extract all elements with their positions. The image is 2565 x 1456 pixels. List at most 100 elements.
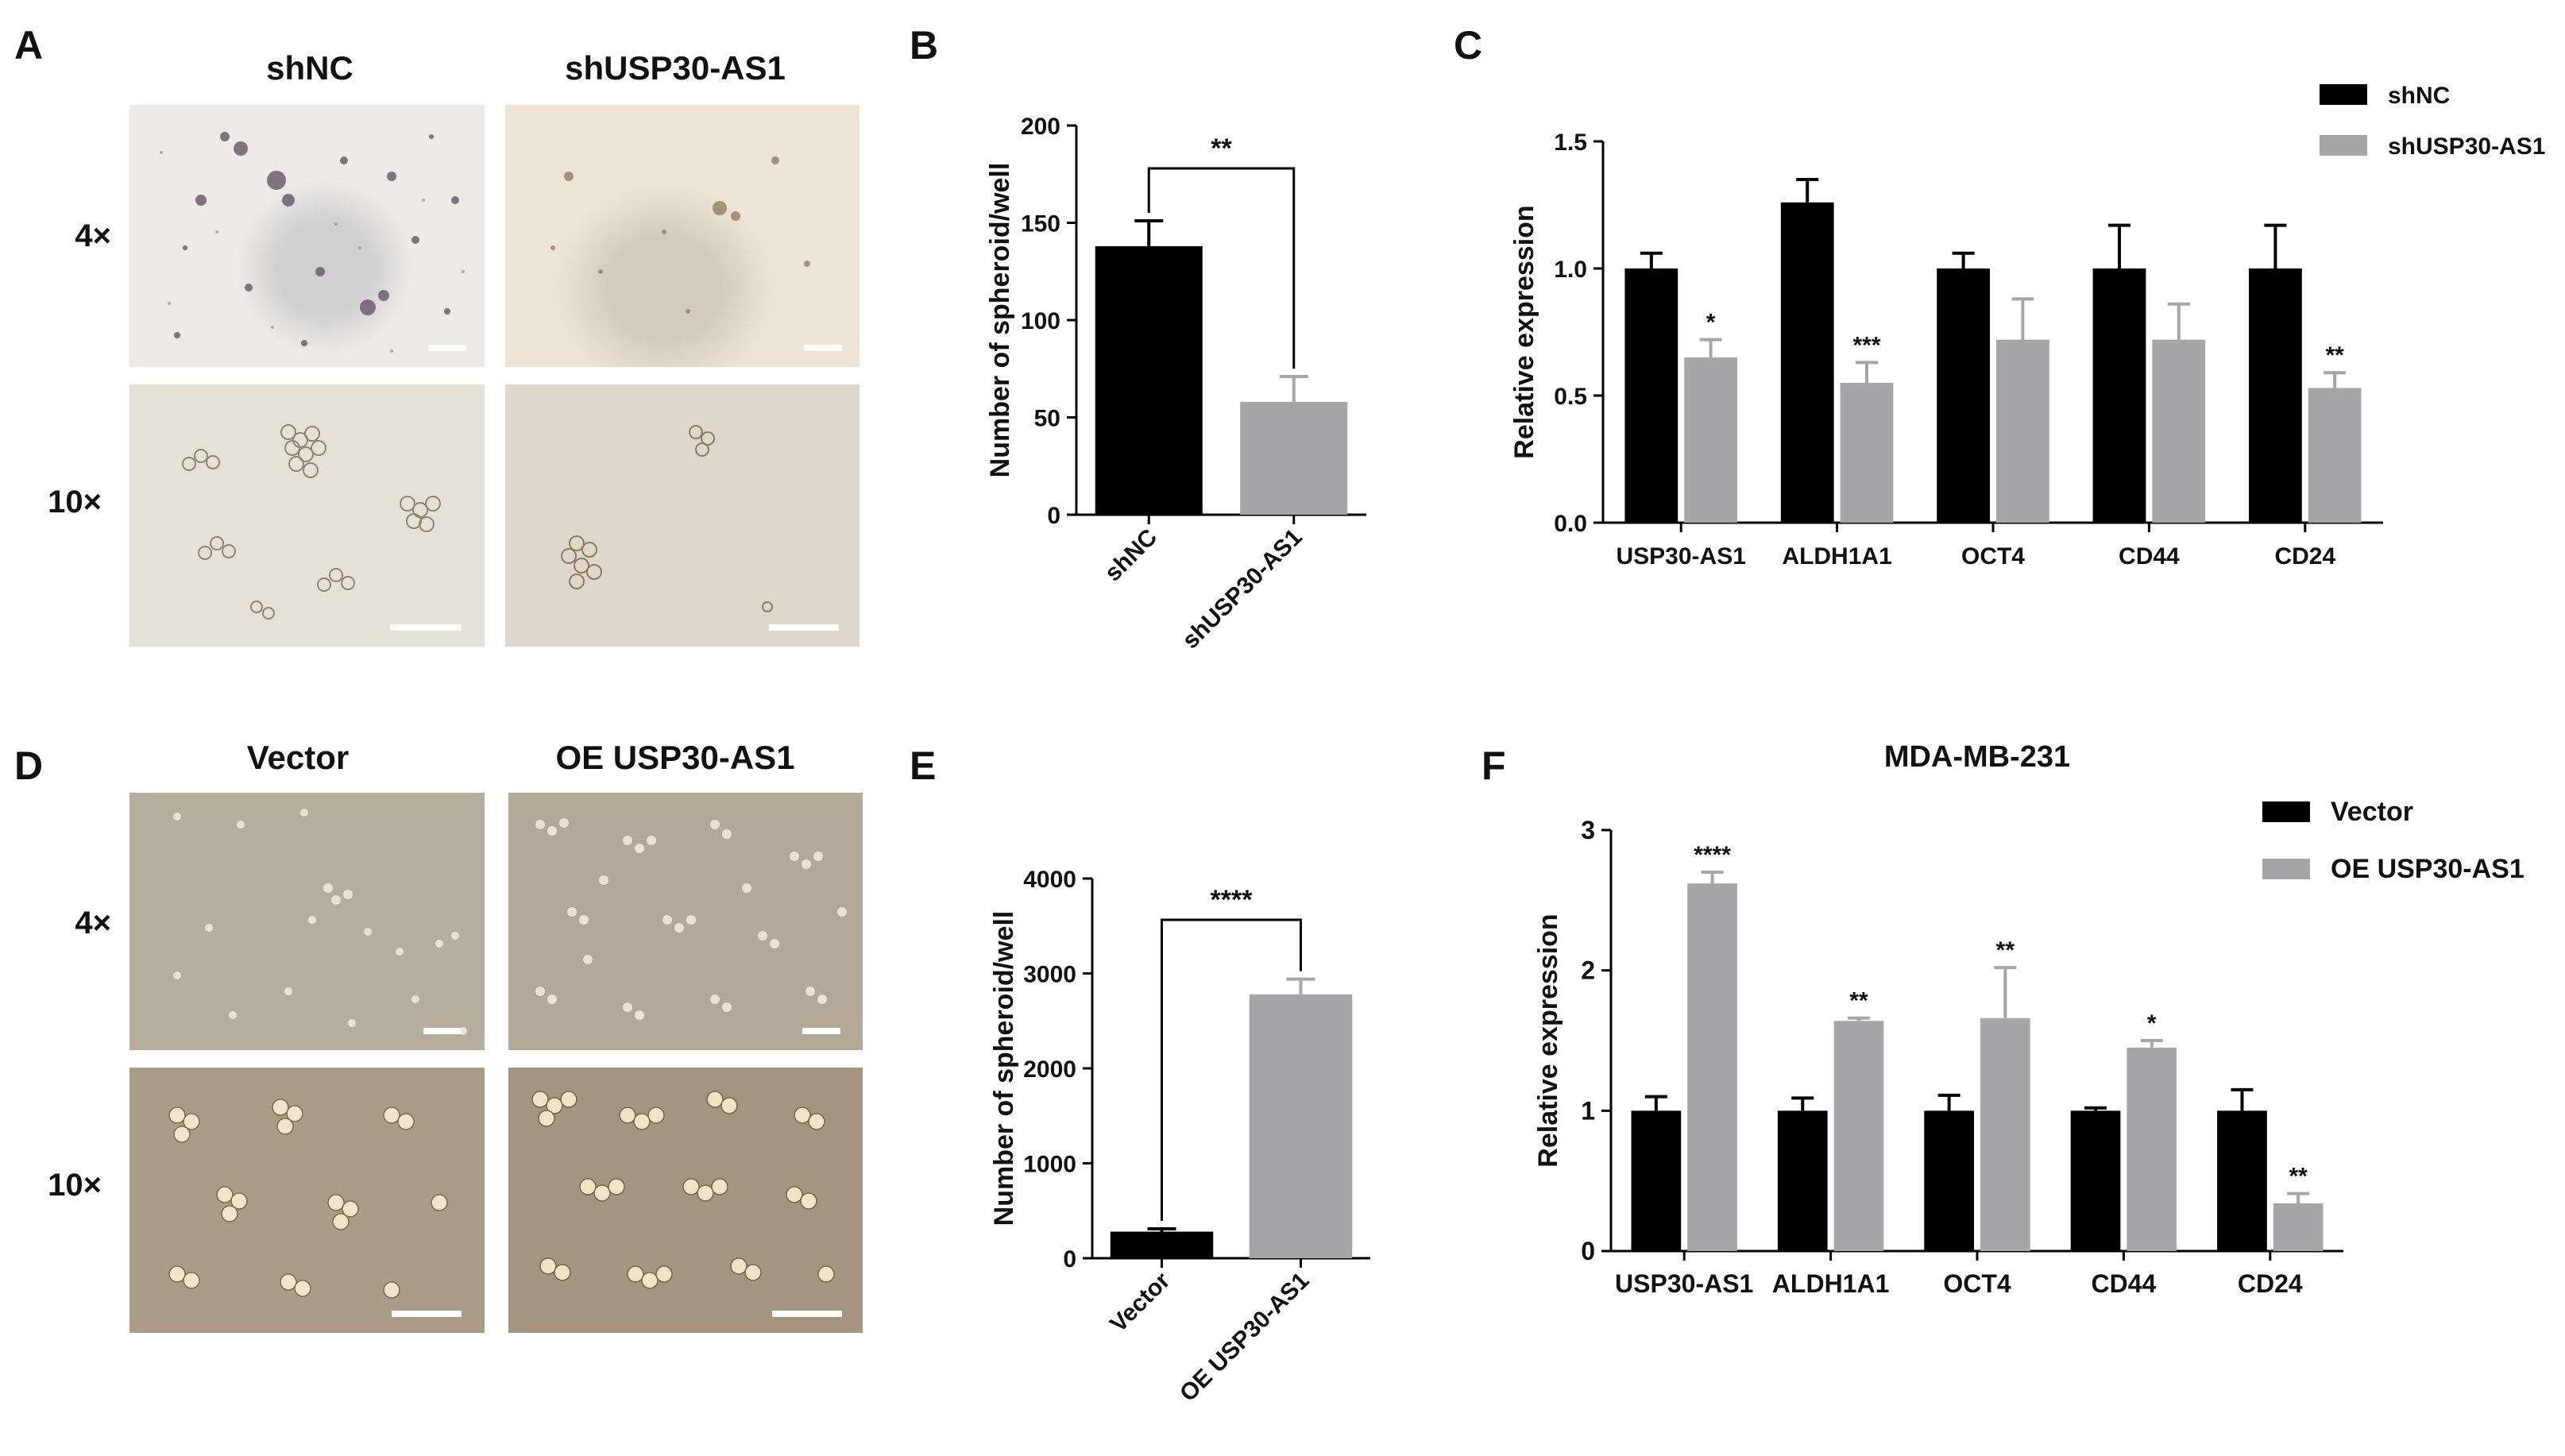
- y-axis-title: Relative expression: [1533, 913, 1563, 1167]
- scale-bar: [392, 1311, 462, 1317]
- significance-mark: **: [2326, 342, 2345, 369]
- bar-0-2: [1937, 268, 1990, 523]
- panel-letter-f: F: [1481, 743, 1506, 788]
- bar-1: [1240, 401, 1348, 515]
- panel-letter-a: A: [14, 23, 44, 68]
- y-tick-label: 2: [1581, 956, 1595, 985]
- significance-mark: *: [1706, 310, 1716, 336]
- y-tick-label: 3: [1581, 816, 1595, 844]
- chart-e-spheroid-count: 0 1000 2000 3000 4000 Vector OE USP30-AS1 **** N…: [989, 867, 1370, 1407]
- chart-f-mda-mb-231: 0 1 2 3 **** USP30-AS1 ** ALDH1A1 ** OCT4 * CD44 ** C…: [1533, 740, 2524, 1298]
- bar-1-3: [2127, 1047, 2177, 1251]
- row-label-10x: 10×: [48, 1168, 102, 1203]
- panel-letter-b: B: [910, 23, 939, 68]
- panel-letter-c: C: [1454, 23, 1483, 68]
- x-tick-label: shUSP30-AS1: [1177, 524, 1308, 655]
- significance-mark: **: [1849, 988, 1868, 1014]
- bar-0-1: [1777, 1110, 1828, 1251]
- legend-swatch-1: [2320, 135, 2367, 156]
- bar-0-4: [2217, 1110, 2267, 1251]
- x-tick-label: OCT4: [1943, 1269, 2011, 1298]
- bar-0: [1095, 245, 1203, 515]
- panel-letter-e: E: [910, 743, 937, 788]
- significance-mark: ***: [1852, 332, 1880, 358]
- micrograph-oe-usp30-as1-4x: [508, 793, 863, 1050]
- y-tick-label: 0: [1047, 503, 1060, 529]
- column-label-oe-usp30-as1: OE USP30-AS1: [555, 739, 795, 776]
- scale-bar: [428, 345, 466, 351]
- chart-c-relative-expression: 0.0 0.5 1.0 1.5 * USP30-AS1 *** ALDH1A1 OCT4 CD44…: [1509, 83, 2545, 570]
- x-tick-label: USP30-AS1: [1616, 543, 1745, 570]
- legend-swatch-0: [2320, 84, 2367, 105]
- scale-bar: [769, 624, 839, 631]
- legend-label-1: shUSP30-AS1: [2388, 133, 2545, 160]
- y-axis-title: Number of spheroid/well: [989, 911, 1019, 1226]
- y-tick-label: 2000: [1023, 1056, 1076, 1083]
- legend-label-1: OE USP30-AS1: [2331, 854, 2524, 884]
- significance-mark: **: [1996, 937, 2015, 964]
- significance-mark: **: [2289, 1164, 2308, 1190]
- bar-0-4: [2249, 268, 2302, 523]
- legend-label-0: Vector: [2331, 797, 2413, 827]
- x-tick-label: CD24: [2274, 543, 2335, 570]
- scale-bar: [423, 1028, 462, 1034]
- x-tick-label: OE USP30-AS1: [1175, 1268, 1314, 1407]
- bar-1-2: [1996, 339, 2049, 523]
- bar-0-1: [1780, 202, 1834, 523]
- micrograph-oe-usp30-as1-10x: [508, 1068, 863, 1333]
- micrograph-shnc-10x: [129, 384, 485, 647]
- significance-mark: ****: [1694, 842, 1731, 868]
- y-tick-label: 0.0: [1554, 511, 1587, 537]
- y-tick-label: 1000: [1023, 1152, 1076, 1178]
- y-tick-label: 1.5: [1554, 129, 1587, 156]
- y-tick-label: 150: [1021, 211, 1060, 238]
- scale-bar: [390, 624, 462, 631]
- y-tick-label: 1.0: [1554, 257, 1587, 283]
- y-tick-label: 200: [1021, 114, 1060, 140]
- significance-bracket: [1161, 918, 1302, 1221]
- chart-b-spheroid-count: 0 50 100 150 200 shNC shUSP30-AS1 ** Number of s…: [985, 114, 1366, 655]
- x-tick-label: CD44: [2119, 543, 2180, 570]
- column-label-shnc: shNC: [266, 49, 353, 87]
- bar-0-3: [2070, 1110, 2121, 1251]
- significance-bracket: [1147, 167, 1296, 369]
- scale-bar: [772, 1311, 842, 1317]
- y-axis-title: Relative expression: [1509, 205, 1539, 458]
- bar-0: [1110, 1231, 1214, 1258]
- row-label-10x: 10×: [48, 485, 102, 519]
- row-label-4x: 4×: [75, 218, 111, 253]
- chart-title: MDA-MB-231: [1884, 740, 2070, 774]
- significance-label: ****: [1211, 885, 1254, 915]
- y-tick-label: 1: [1581, 1096, 1595, 1125]
- legend-swatch-0: [2262, 801, 2310, 822]
- panel-letter-d: D: [14, 743, 44, 788]
- legend-label-0: shNC: [2388, 83, 2450, 109]
- x-tick-label: USP30-AS1: [1615, 1269, 1753, 1298]
- y-tick-label: 0: [1581, 1237, 1595, 1265]
- micrograph-shusp30-as1-4x: [505, 105, 860, 367]
- legend-swatch-1: [2262, 859, 2310, 879]
- bar-0-3: [2092, 268, 2146, 523]
- micrograph-vector-4x: [129, 793, 485, 1050]
- y-axis-title: Number of spheroid/well: [985, 163, 1015, 478]
- bar-1-1: [1833, 1021, 1884, 1251]
- micrograph-vector-10x: [129, 1068, 485, 1333]
- x-tick-label: ALDH1A1: [1772, 1269, 1890, 1298]
- row-label-4x: 4×: [75, 906, 111, 940]
- x-tick-label: OCT4: [1961, 543, 2025, 570]
- significance-mark: *: [2147, 1010, 2157, 1037]
- column-label-shusp30-as1: shUSP30-AS1: [565, 49, 786, 87]
- bar-1: [1249, 994, 1353, 1258]
- y-tick-label: 0.5: [1554, 384, 1587, 410]
- scale-bar: [804, 345, 842, 351]
- bar-0-0: [1631, 1110, 1682, 1251]
- bar-1-3: [2152, 339, 2206, 523]
- micrograph-shnc-4x: [129, 105, 485, 367]
- y-tick-label: 50: [1034, 406, 1060, 432]
- x-tick-label: CD44: [2091, 1269, 2156, 1298]
- bar-0-0: [1624, 268, 1678, 523]
- bar-1-4: [2308, 388, 2362, 523]
- y-tick-label: 4000: [1023, 867, 1076, 893]
- micrograph-shusp30-as1-10x: [505, 384, 860, 647]
- x-tick-label: ALDH1A1: [1782, 543, 1891, 570]
